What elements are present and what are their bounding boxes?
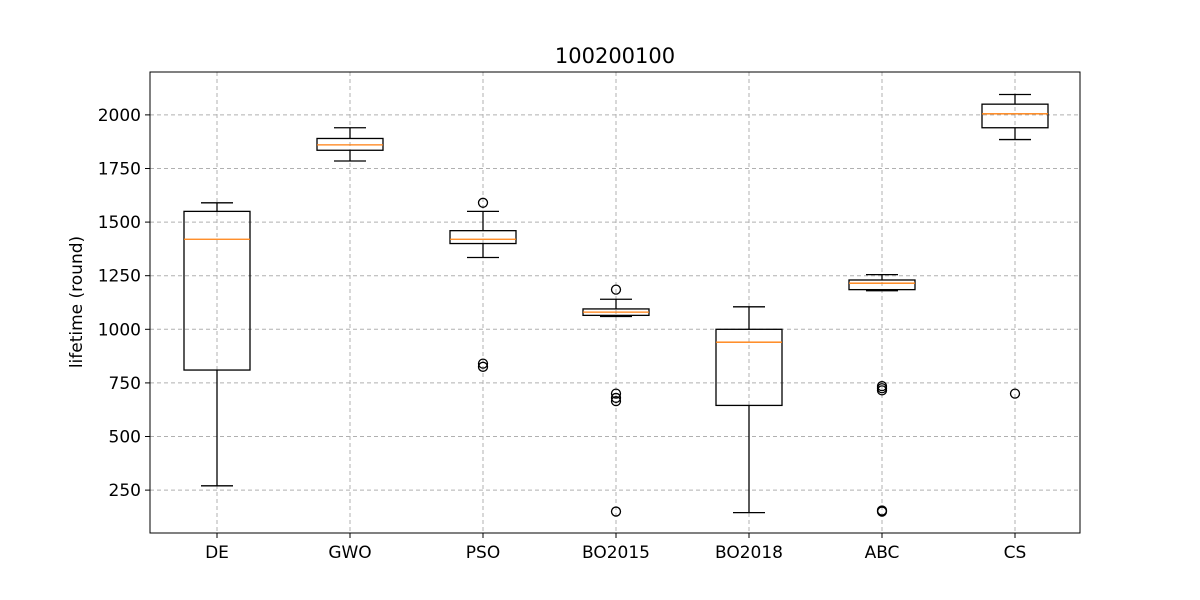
outlier-point: [610, 284, 622, 295]
outlier-point: [876, 385, 888, 396]
y-tick-label: 1750: [98, 159, 141, 179]
x-tick-label: BO2018: [715, 543, 783, 563]
y-tick-label: 2000: [98, 106, 141, 126]
outlier-point: [477, 361, 489, 372]
x-tick-label: CS: [1004, 543, 1027, 563]
box-iqr: [848, 279, 916, 291]
chart-title: 100200100: [555, 44, 675, 68]
outlier-point: [610, 388, 622, 399]
outlier-point: [876, 506, 888, 517]
y-tick-label: 500: [109, 428, 141, 448]
y-tick-label: 1000: [98, 320, 141, 340]
box-pso: [449, 197, 517, 372]
x-tick-label: DE: [205, 543, 229, 563]
axis-ticks: 250 500 750 1000 1250 1500 1750 2000 DE GWO PSO BO2…: [98, 106, 1027, 563]
x-tick-label: GWO: [328, 543, 371, 563]
outlier-point: [610, 506, 622, 517]
box-de: [183, 202, 251, 487]
box-iqr: [449, 230, 517, 245]
box-abc: [848, 273, 916, 517]
x-tick-label: PSO: [466, 543, 500, 563]
box-iqr: [981, 103, 1049, 129]
box-iqr: [715, 328, 783, 407]
box-series: [183, 93, 1049, 517]
y-tick-label: 250: [109, 481, 141, 501]
y-tick-label: 750: [109, 374, 141, 394]
outlier-point: [610, 395, 622, 407]
outlier-point: [1009, 388, 1021, 399]
x-tick-label: ABC: [865, 543, 900, 563]
outlier-point: [477, 197, 489, 208]
box-cs: [981, 93, 1049, 399]
plot-area-frame: [149, 71, 1081, 534]
outlier-point: [610, 392, 622, 404]
y-axis-label: lifetime (round): [67, 236, 87, 368]
box-bo2015: [582, 284, 650, 517]
box-gwo: [316, 127, 384, 162]
box-bo2018: [715, 306, 783, 514]
grid-lines: [150, 72, 1080, 533]
x-tick-label: BO2015: [582, 543, 650, 563]
outlier-point: [477, 358, 489, 369]
y-tick-label: 1500: [98, 213, 141, 233]
box-iqr: [183, 210, 251, 371]
y-tick-label: 1250: [98, 267, 141, 287]
